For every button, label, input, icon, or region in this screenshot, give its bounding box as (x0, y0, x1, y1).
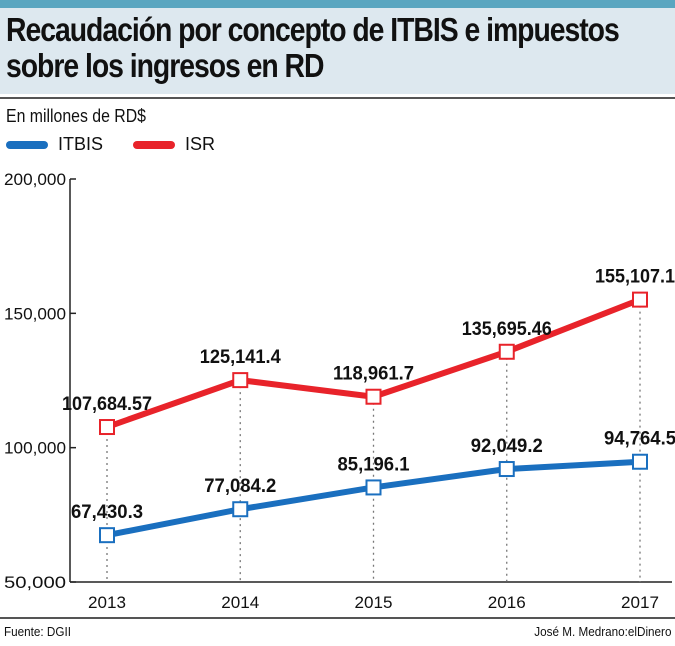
chart-title: Recaudación por concepto de ITBIS e impu… (6, 11, 620, 84)
x-tick-label: 2016 (488, 593, 526, 612)
y-tick-label: 50,000 (4, 573, 66, 592)
y-tick-label: 100,000 (4, 439, 66, 458)
data-point-itbis (99, 527, 115, 544)
data-label-itbis: 92,049.2 (471, 436, 543, 457)
data-point-itbis (498, 461, 515, 478)
data-point-isr (99, 419, 115, 436)
title-banner (0, 8, 675, 94)
x-tick-label: 2017 (621, 593, 659, 612)
data-point-itbis (365, 479, 382, 496)
header-divider (0, 97, 675, 99)
legend-item-itbis: ITBIS (6, 134, 103, 155)
data-point-itbis (232, 501, 249, 518)
y-tick-label: 200,000 (4, 170, 66, 189)
legend-label-itbis: ITBIS (58, 134, 104, 154)
data-point-isr (365, 388, 382, 405)
data-label-itbis: 94,764.5 (604, 429, 675, 450)
legend-swatch-itbis (6, 140, 48, 149)
data-point-isr (232, 372, 249, 389)
footer-divider (0, 617, 675, 619)
data-label-isr: 125,141.4 (200, 347, 281, 368)
data-label-itbis: 85,196.1 (338, 454, 410, 475)
x-tick-label: 2014 (221, 593, 259, 612)
title-line-1: Recaudación por concepto de ITBIS e impu… (6, 11, 620, 48)
units-label: En millones de RD$ (6, 106, 146, 126)
data-point-itbis (632, 453, 648, 470)
y-tick-label: 150,000 (4, 304, 66, 323)
x-tick-label: 2015 (355, 593, 393, 612)
data-point-isr (498, 343, 515, 360)
top-accent-bar (0, 0, 675, 8)
x-tick-label: 2013 (88, 593, 126, 612)
credit-note: José M. Medrano:elDinero (533, 624, 671, 639)
legend-label-isr: ISR (185, 134, 216, 154)
source-note: Fuente: DGII (4, 624, 71, 639)
data-point-isr (632, 291, 648, 308)
data-label-isr: 155,107.17 (595, 267, 675, 288)
title-line-2: sobre los ingresos en RD (6, 47, 324, 84)
data-label-itbis: 67,430.3 (71, 502, 143, 523)
data-label-isr: 118,961.7 (333, 364, 414, 385)
legend-item-isr: ISR (133, 134, 215, 155)
data-label-isr: 107,684.57 (62, 394, 152, 415)
data-label-isr: 135,695.46 (462, 319, 552, 340)
data-label-itbis: 77,084.2 (204, 476, 276, 497)
legend-swatch-isr (133, 140, 175, 149)
